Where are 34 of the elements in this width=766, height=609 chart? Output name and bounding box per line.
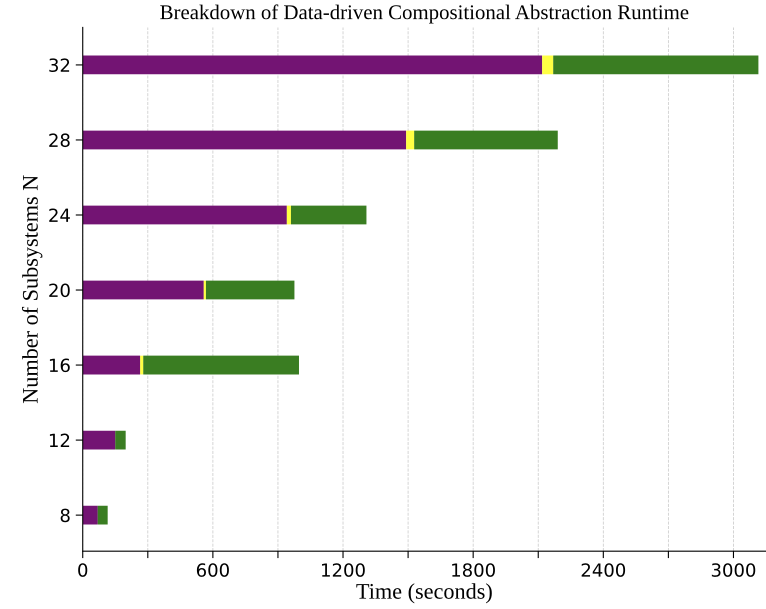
bar: [82, 430, 116, 450]
x-tick-label: 3000: [712, 563, 756, 577]
chart-title: Breakdown of Data-driven Compositional Abstraction Runtime: [160, 4, 688, 24]
bar: [82, 506, 98, 525]
bar: [98, 506, 108, 525]
bar: [82, 56, 542, 74]
y-axis-title: Number of Subsystems N: [22, 175, 42, 404]
bar: [542, 56, 554, 74]
y-tick-label: 28: [49, 133, 70, 148]
bar: [82, 130, 406, 150]
x-tick-label: 600: [196, 563, 229, 577]
bar: [286, 206, 291, 224]
bar: [115, 430, 126, 450]
y-tick-label: 20: [49, 283, 70, 298]
bar: [143, 356, 299, 374]
bar: [82, 206, 287, 224]
y-tick-label: 12: [50, 434, 70, 447]
bar: [406, 130, 414, 150]
bar: [82, 280, 204, 300]
x-tick-label: 0: [78, 563, 88, 577]
bar: [206, 280, 294, 300]
y-tick-label: 32: [49, 58, 70, 72]
bar: [414, 130, 558, 150]
x-tick-label: 1200: [322, 563, 365, 577]
bar: [290, 206, 366, 224]
y-tick-label: 8: [60, 508, 70, 522]
bar: [82, 356, 140, 374]
bar: [140, 356, 144, 374]
x-tick-label: 2400: [582, 563, 626, 577]
y-tick-label: 24: [49, 208, 70, 222]
bar: [553, 56, 758, 74]
y-tick-label: 16: [50, 358, 70, 372]
x-axis-title: Time (seconds): [356, 583, 492, 604]
x-tick-label: 1800: [452, 563, 495, 577]
